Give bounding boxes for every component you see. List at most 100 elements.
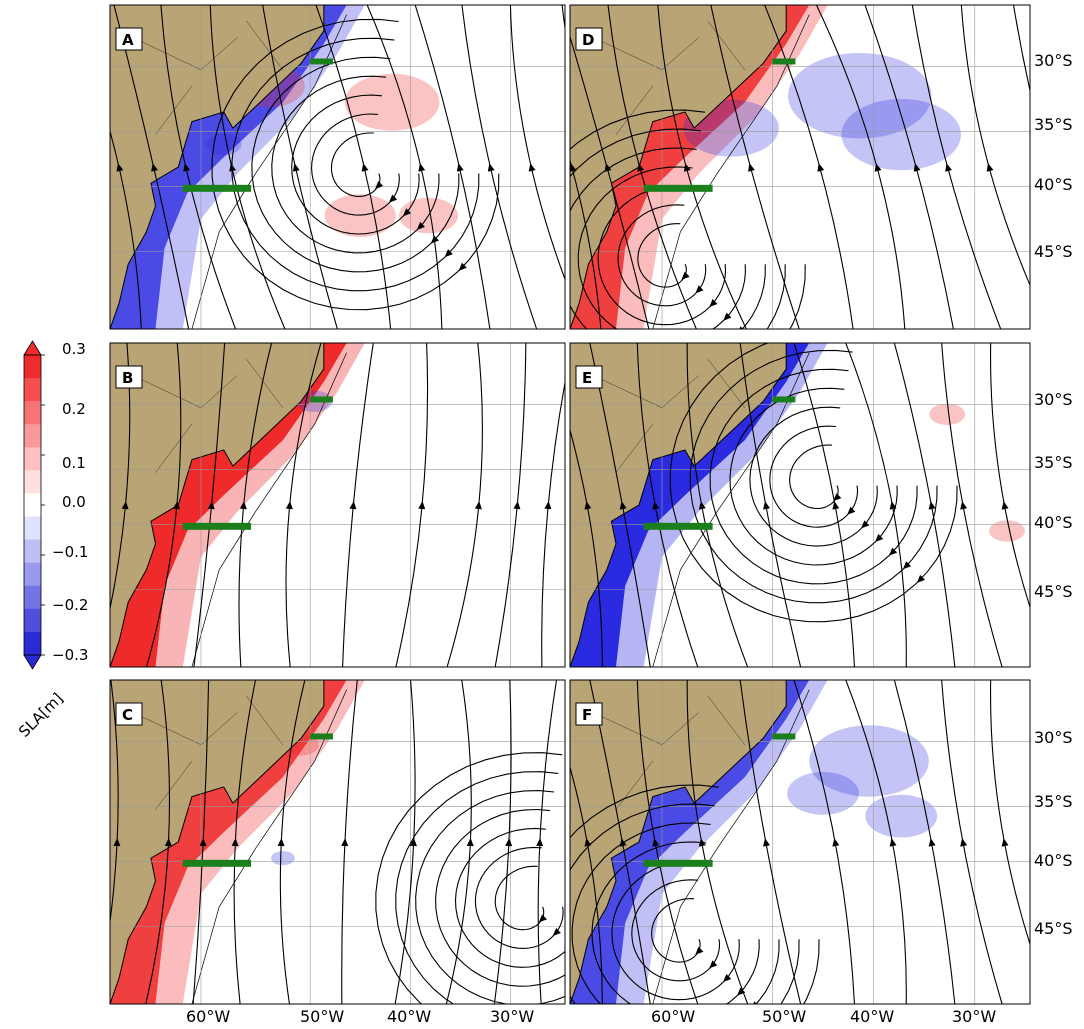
streamline-arrow xyxy=(536,838,544,847)
streamline-arrow xyxy=(832,838,840,847)
colorbar-tick: −0.1 xyxy=(52,543,88,561)
colorbar-steps xyxy=(23,340,45,670)
cyclone-streamline xyxy=(570,147,766,329)
panel-label: C xyxy=(122,706,133,724)
lon-tick-label: 30°W xyxy=(952,1007,996,1026)
lat-tick-label: 45°S xyxy=(1034,919,1073,938)
coastal-sla-anomaly xyxy=(570,5,810,329)
transect-north xyxy=(772,733,796,740)
transect-south xyxy=(643,522,713,530)
lat-tick-label: 35°S xyxy=(1034,453,1073,472)
streamline-arrow xyxy=(960,501,968,510)
cyclone-streamline xyxy=(570,803,800,1004)
map-panel-e: E xyxy=(569,342,1068,668)
streamline-arrow xyxy=(832,501,840,510)
streamline xyxy=(10,0,92,345)
transect-south xyxy=(182,184,252,192)
panel-label: E xyxy=(582,369,592,387)
cyclone-streamline xyxy=(415,790,565,1004)
colorbar-step xyxy=(24,447,41,471)
streamline-arrow xyxy=(570,163,577,172)
streamline-arrow xyxy=(277,838,285,847)
land-south-america xyxy=(110,343,325,667)
colorbar-label: SLA[m] xyxy=(15,689,66,740)
streamline-arrow xyxy=(763,838,770,847)
streamline-arrow xyxy=(444,249,453,258)
streamline-arrow xyxy=(418,163,426,172)
streamline-arrow xyxy=(1001,501,1009,510)
streamline-arrow xyxy=(513,501,521,510)
streamline-arrow xyxy=(466,838,474,847)
streamline-arrow xyxy=(410,838,418,847)
streamline-arrow xyxy=(113,838,121,847)
panel-label: F xyxy=(582,706,592,724)
lon-tick-label: 40°W xyxy=(850,1007,894,1026)
transect-north xyxy=(772,58,796,65)
colorbar-tick: 0.1 xyxy=(62,454,86,472)
streamline-arrow xyxy=(207,501,215,510)
lat-tick-label: 35°S xyxy=(1034,792,1073,811)
colorbar-step xyxy=(24,516,41,541)
colorbar-step xyxy=(24,631,41,656)
lat-tick-label: 30°S xyxy=(1034,51,1073,70)
colorbar-step xyxy=(24,539,41,564)
offshore-sla-patch xyxy=(809,725,929,797)
streamline-arrow xyxy=(349,501,357,510)
streamline-arrow xyxy=(748,163,755,172)
streamline-arrow xyxy=(1044,162,1053,172)
cyclone-streamline xyxy=(375,752,563,1004)
latitude-tick-labels: 30°S 35°S 40°S 45°S 30°S 35°S 40°S 45°S … xyxy=(1034,51,1073,938)
offshore-sla-patch xyxy=(865,794,938,838)
streamline-arrow xyxy=(402,208,412,217)
streamline-arrow xyxy=(47,838,54,846)
streamline-arrow xyxy=(861,520,870,529)
transect-north xyxy=(310,733,333,740)
panel-label: D xyxy=(582,31,594,49)
streamline-arrow xyxy=(173,501,181,510)
colorbar-step xyxy=(24,424,41,448)
streamline-arrow xyxy=(874,163,882,172)
panel-label-box xyxy=(575,27,603,51)
colorbar-step xyxy=(24,355,41,379)
cyclone-streamline xyxy=(454,827,565,968)
transect-south xyxy=(182,522,252,530)
colorbar-tick: −0.2 xyxy=(52,596,88,614)
streamline-arrow xyxy=(763,501,770,510)
colorbar-step xyxy=(24,608,41,633)
colorbar-step xyxy=(24,470,41,494)
lat-tick-label: 45°S xyxy=(1034,242,1073,261)
lon-tick-label: 30°W xyxy=(490,1007,534,1026)
streamline-arrow xyxy=(151,163,158,172)
streamline xyxy=(0,327,25,683)
panel-frame xyxy=(109,342,566,668)
map-panel-a: A xyxy=(0,0,566,345)
wind-streamlines xyxy=(0,0,565,345)
wind-streamlines xyxy=(570,5,1053,329)
streamline-arrow xyxy=(0,162,5,171)
streamline-arrow xyxy=(538,914,548,923)
colorbar-step xyxy=(24,378,41,402)
colorbar: 0.3 0.2 0.1 0.0 −0.1 −0.2 −0.3 SLA[m] xyxy=(15,340,88,741)
transect-north xyxy=(310,58,333,65)
lat-tick-label: 30°S xyxy=(1034,728,1073,747)
streamline-arrow xyxy=(341,838,349,847)
panel-label-box xyxy=(575,702,603,726)
streamline xyxy=(1042,664,1084,1020)
transect-north xyxy=(310,396,333,403)
offshore-sla-patch xyxy=(271,851,295,866)
streamline-arrow xyxy=(375,180,384,190)
streamline-arrow xyxy=(698,501,706,510)
streamline-arrow xyxy=(456,163,464,172)
colorbar-step xyxy=(24,493,41,518)
streamline-arrow xyxy=(1001,838,1009,847)
lat-tick-label: 35°S xyxy=(1034,115,1073,134)
map-panel-b: B xyxy=(0,327,566,683)
streamline-arrow xyxy=(552,927,561,937)
streamline-arrow xyxy=(817,163,825,172)
cyclone-streamline xyxy=(395,771,559,1004)
colorbar-ticks: 0.3 0.2 0.1 0.0 −0.1 −0.2 −0.3 xyxy=(52,340,88,664)
streamline-arrow xyxy=(1060,500,1068,509)
colorbar-tick: 0.3 xyxy=(62,340,86,358)
land-south-america xyxy=(570,5,787,329)
streamline-arrow xyxy=(723,973,732,983)
